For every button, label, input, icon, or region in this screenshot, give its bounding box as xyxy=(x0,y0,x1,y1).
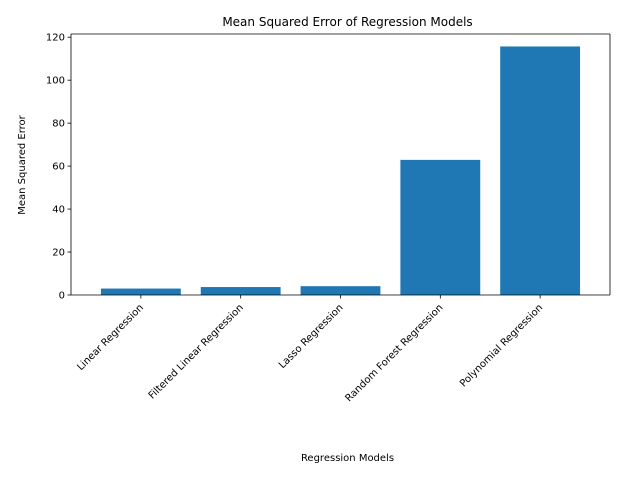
bar xyxy=(300,286,381,295)
bar xyxy=(500,46,581,296)
bar xyxy=(400,159,481,295)
bar xyxy=(100,288,181,295)
x-tick-label: Filtered Linear Regression xyxy=(147,302,246,401)
y-tick-label: 100 xyxy=(46,76,65,87)
y-tick-label: 40 xyxy=(52,205,65,216)
x-tick-label: Polynomial Regression xyxy=(458,302,545,389)
x-tick-label: Lasso Regression xyxy=(277,302,346,371)
chart-title: Mean Squared Error of Regression Models xyxy=(222,15,472,29)
plot-area: 0 20 40 60 80 100 120 Linear Regression Filtered… xyxy=(46,33,611,404)
y-axis-label: Mean Squared Error xyxy=(17,114,28,214)
y-tick-label: 80 xyxy=(52,119,65,130)
x-tick-label: Random Forest Regression xyxy=(344,302,446,404)
y-tick-label: 0 xyxy=(59,291,65,302)
x-axis-label: Regression Models xyxy=(301,453,394,464)
y-tick-label: 20 xyxy=(52,248,65,259)
x-tick-label: Linear Regression xyxy=(75,302,146,373)
y-tick-label: 120 xyxy=(46,33,65,44)
y-tick-label: 60 xyxy=(52,162,65,173)
bar xyxy=(200,287,281,295)
